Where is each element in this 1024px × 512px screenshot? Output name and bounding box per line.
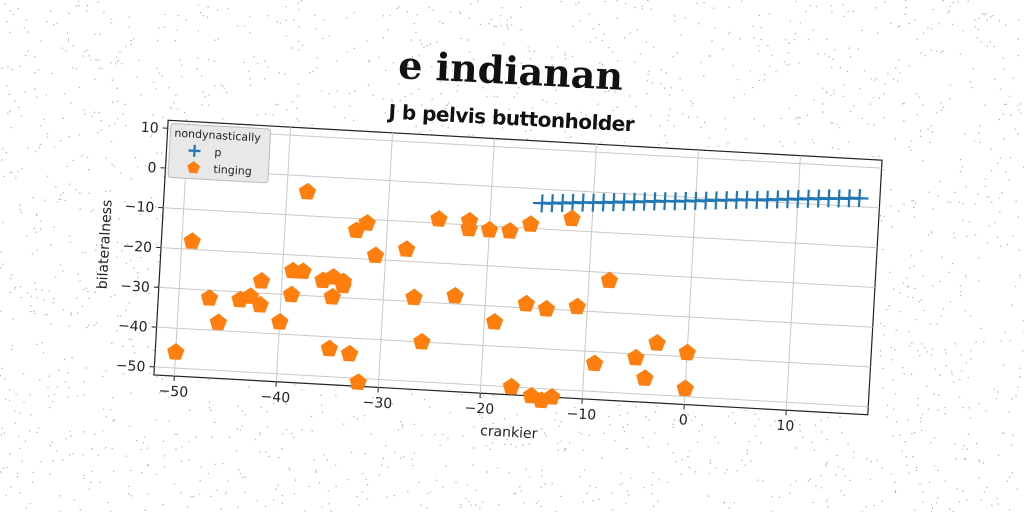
y-tick-label: 0 <box>147 160 157 176</box>
grid-line-y <box>165 167 880 209</box>
y-tick-label: −10 <box>124 199 154 217</box>
point-tinging <box>430 210 448 227</box>
point-tinging <box>537 299 556 317</box>
point-tinging <box>517 294 535 312</box>
point-tinging <box>501 222 519 239</box>
point-tinging <box>252 272 271 289</box>
point-tinging <box>358 214 376 231</box>
point-tinging <box>502 377 521 395</box>
point-tinging <box>627 348 645 366</box>
x-tick-label: 10 <box>776 418 795 435</box>
point-tinging <box>480 220 499 238</box>
x-tick-label: −30 <box>362 395 392 413</box>
point-tinging <box>585 354 604 372</box>
point-tinging <box>522 215 540 233</box>
grid-line-y <box>156 326 871 368</box>
point-tinging <box>200 289 219 306</box>
point-tinging <box>251 295 269 313</box>
point-tinging <box>340 344 359 362</box>
point-tinging <box>676 379 694 397</box>
x-tick-label: −40 <box>260 389 290 407</box>
point-tinging <box>209 313 228 331</box>
point-tinging <box>563 209 581 227</box>
grid-line-y <box>163 207 878 249</box>
legend-marker-p <box>188 144 201 157</box>
y-tick-label: −50 <box>115 358 145 376</box>
y-tick-label: −30 <box>120 278 150 296</box>
y-tick-label: −40 <box>118 318 148 336</box>
series-p <box>532 188 869 213</box>
point-tinging <box>183 232 201 250</box>
y-tick-label: −20 <box>122 238 152 256</box>
legend-label-p: p <box>214 146 222 159</box>
point-tinging <box>413 332 431 350</box>
point-tinging <box>460 211 479 229</box>
legend-plus-glyph <box>188 144 201 157</box>
point-tinging <box>397 240 416 257</box>
x-tick-label: −10 <box>566 406 596 424</box>
legend: nondynastically p tinging <box>167 123 272 184</box>
point-tinging <box>294 262 312 280</box>
point-tinging <box>485 312 504 330</box>
point-tinging <box>334 272 353 290</box>
point-tinging <box>167 343 185 360</box>
axis-ticks: −50 −40 −30 −20 −10 0 10 −50 −40 −30 −20 −10 0 10 <box>115 120 795 435</box>
point-tinging <box>648 334 666 351</box>
point-tinging <box>366 246 385 264</box>
point-tinging <box>271 312 289 330</box>
y-axis-label: bilateralness <box>95 199 116 289</box>
point-tinging <box>323 287 341 305</box>
point-tinging <box>678 343 696 361</box>
grid-line-y <box>161 247 875 288</box>
point-tinging <box>446 286 464 304</box>
point-tinging <box>636 369 654 387</box>
x-tick-label: 0 <box>678 412 688 428</box>
point-tinging <box>568 297 586 315</box>
legend-marker-tinging <box>187 161 200 174</box>
grid-line-y <box>167 127 882 169</box>
legend-label-tinging: tinging <box>213 163 252 178</box>
point-tinging <box>543 388 561 405</box>
series-p-trace <box>534 197 868 204</box>
grid-line-y <box>158 286 873 328</box>
y-tick-label: 10 <box>140 120 159 137</box>
point-tinging <box>320 339 339 357</box>
legend-pentagon-glyph <box>187 161 200 174</box>
legend-title: nondynastically <box>174 127 261 145</box>
point-tinging <box>349 373 367 390</box>
point-tinging <box>241 287 260 305</box>
x-axis-label: crankier <box>480 423 538 442</box>
grid <box>154 121 882 411</box>
point-tinging <box>600 271 619 289</box>
point-tinging <box>298 182 317 200</box>
x-tick-label: −20 <box>464 400 494 418</box>
series-tinging <box>167 182 696 409</box>
x-tick-label: −50 <box>158 383 188 401</box>
point-tinging <box>282 285 301 303</box>
point-tinging <box>405 288 423 306</box>
